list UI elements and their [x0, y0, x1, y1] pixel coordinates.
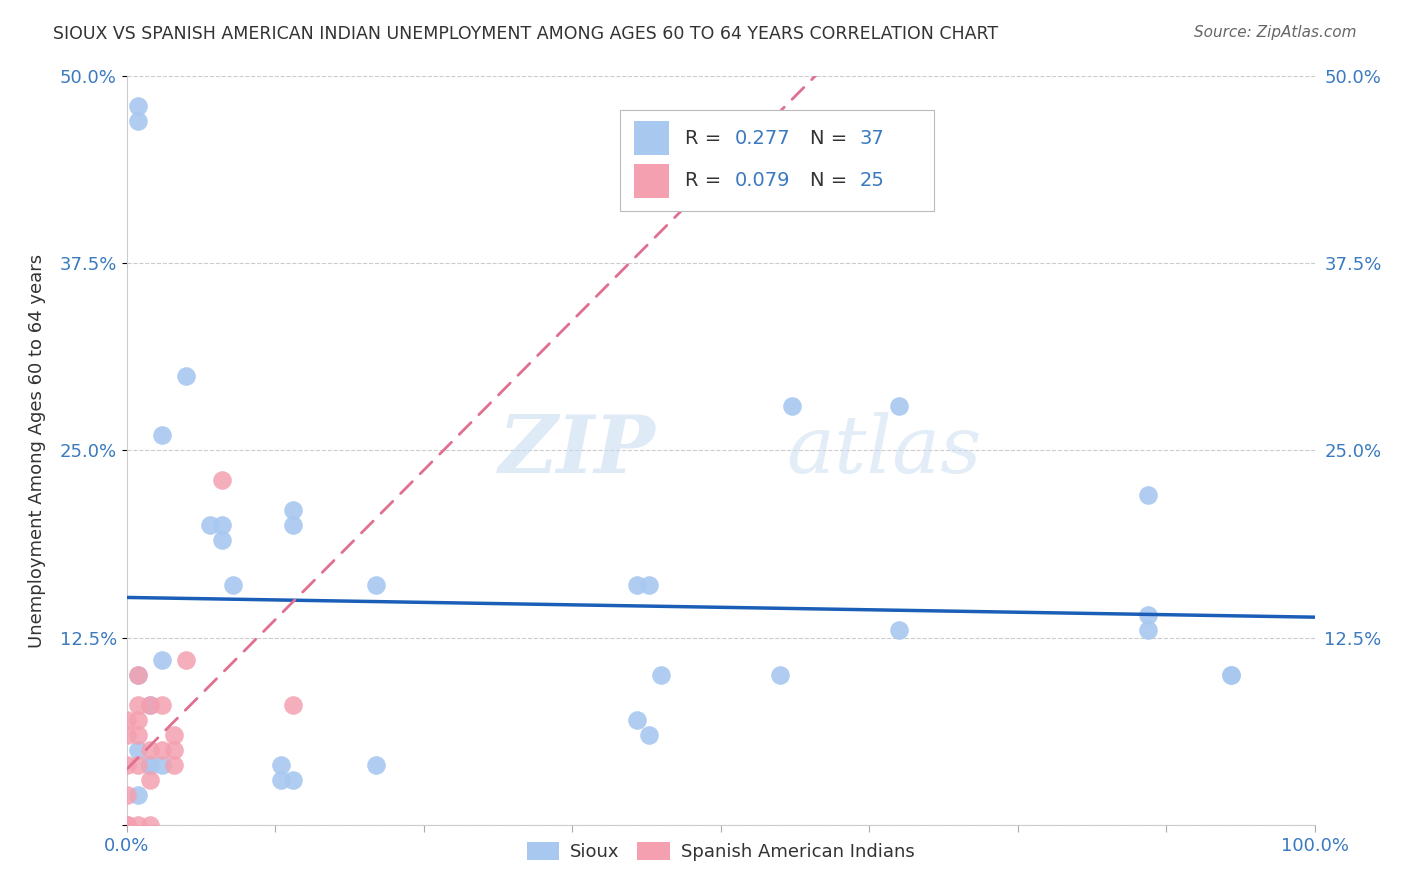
FancyBboxPatch shape: [620, 110, 935, 211]
Point: [139, 743, 162, 757]
Point: [163, 743, 186, 757]
Point: [887, 399, 910, 413]
Point: [1220, 668, 1243, 682]
Point: [139, 698, 162, 713]
Text: 37: 37: [859, 128, 884, 147]
Point: [222, 578, 245, 592]
Point: [281, 503, 304, 517]
Point: [127, 818, 149, 832]
Point: [127, 713, 149, 727]
Point: [364, 578, 387, 592]
Point: [115, 818, 138, 832]
Point: [127, 668, 149, 682]
Point: [650, 668, 672, 682]
Point: [211, 518, 233, 533]
Point: [211, 474, 233, 488]
Point: [115, 818, 138, 832]
Point: [127, 99, 149, 113]
Point: [127, 698, 149, 713]
Point: [1137, 608, 1160, 623]
Point: [281, 518, 304, 533]
Point: [769, 668, 792, 682]
Point: [174, 368, 197, 383]
Legend: Sioux, Spanish American Indians: Sioux, Spanish American Indians: [517, 832, 924, 870]
Text: R =: R =: [685, 128, 727, 147]
Point: [150, 743, 173, 757]
Point: [115, 788, 138, 802]
Point: [139, 818, 162, 832]
Point: [150, 698, 173, 713]
Point: [163, 758, 186, 772]
Point: [626, 713, 648, 727]
Point: [1137, 624, 1160, 638]
Point: [281, 698, 304, 713]
Point: [127, 728, 149, 742]
Text: Source: ZipAtlas.com: Source: ZipAtlas.com: [1194, 25, 1357, 40]
Text: 25: 25: [859, 171, 884, 190]
Point: [163, 728, 186, 742]
Point: [1137, 488, 1160, 502]
Point: [211, 533, 233, 548]
Text: 0.277: 0.277: [735, 128, 790, 147]
Point: [115, 728, 138, 742]
Point: [127, 743, 149, 757]
Point: [198, 518, 221, 533]
Text: N =: N =: [810, 128, 853, 147]
Text: 0.079: 0.079: [735, 171, 790, 190]
Point: [115, 758, 138, 772]
Point: [127, 113, 149, 128]
Y-axis label: Unemployment Among Ages 60 to 64 years: Unemployment Among Ages 60 to 64 years: [28, 253, 45, 648]
Point: [150, 653, 173, 667]
Point: [127, 668, 149, 682]
Point: [115, 713, 138, 727]
Point: [139, 758, 162, 772]
FancyBboxPatch shape: [634, 164, 669, 198]
Point: [127, 788, 149, 802]
FancyBboxPatch shape: [634, 121, 669, 155]
Point: [1220, 668, 1243, 682]
Point: [139, 758, 162, 772]
Point: [626, 578, 648, 592]
Point: [150, 428, 173, 442]
Point: [115, 818, 138, 832]
Text: atlas: atlas: [786, 412, 981, 489]
Point: [139, 773, 162, 788]
Point: [638, 728, 661, 742]
Point: [139, 698, 162, 713]
Text: SIOUX VS SPANISH AMERICAN INDIAN UNEMPLOYMENT AMONG AGES 60 TO 64 YEARS CORRELAT: SIOUX VS SPANISH AMERICAN INDIAN UNEMPLO…: [53, 25, 998, 43]
Point: [638, 578, 661, 592]
Point: [270, 773, 292, 788]
Point: [127, 758, 149, 772]
Point: [150, 758, 173, 772]
Text: N =: N =: [810, 171, 853, 190]
Point: [270, 758, 292, 772]
Text: R =: R =: [685, 171, 727, 190]
Text: ZIP: ZIP: [498, 412, 655, 489]
Point: [174, 653, 197, 667]
Point: [887, 624, 910, 638]
Point: [780, 399, 803, 413]
Point: [364, 758, 387, 772]
Point: [281, 773, 304, 788]
